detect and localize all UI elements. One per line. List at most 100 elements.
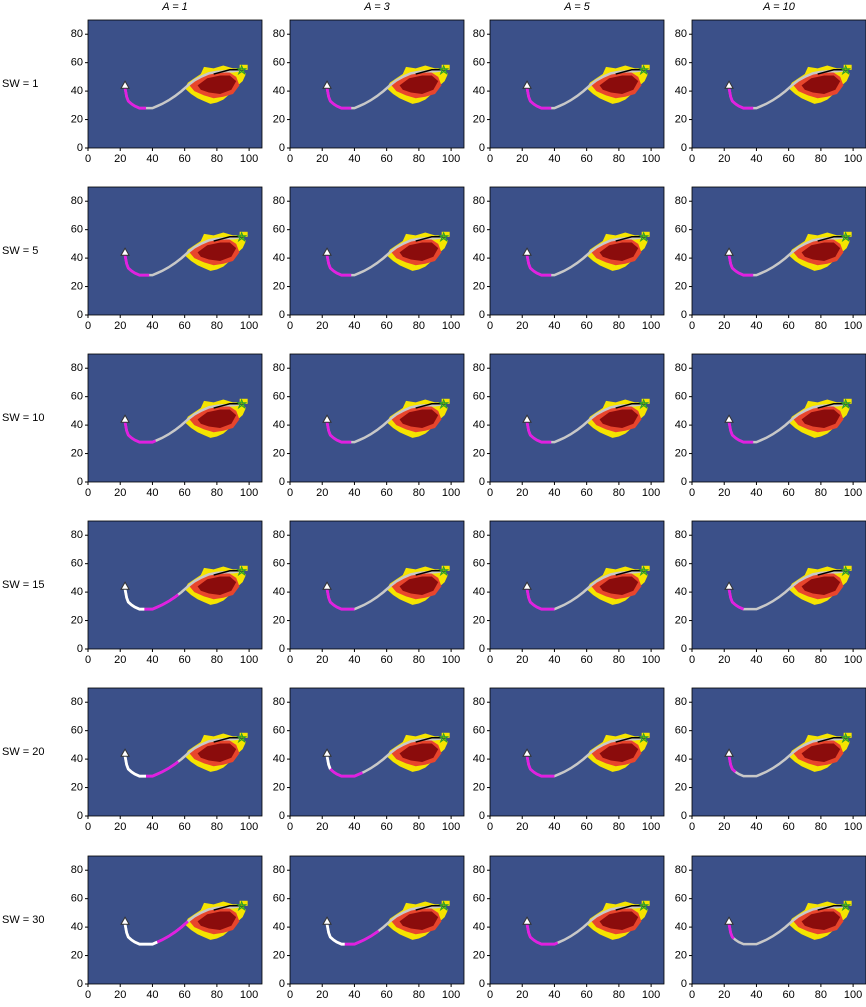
row-title: SW = 5 xyxy=(2,245,38,257)
x-tick-label: 60 xyxy=(783,153,795,165)
x-tick-label: 20 xyxy=(316,989,328,1001)
goal-icon xyxy=(843,565,852,571)
star-icon xyxy=(236,732,248,744)
y-tick-label: 80 xyxy=(71,696,83,708)
x-tick-label: 20 xyxy=(114,654,126,666)
panel-frame xyxy=(691,687,866,817)
x-tick-label: 20 xyxy=(316,320,328,332)
star-icon xyxy=(638,64,650,76)
goal-icon xyxy=(239,565,248,571)
x-tick-label: 40 xyxy=(548,989,560,1001)
y-tick-label: 40 xyxy=(71,419,83,431)
y-tick-label: 20 xyxy=(71,280,83,292)
x-tick-label: 100 xyxy=(844,821,862,833)
fire-area xyxy=(599,576,639,595)
y-tick-label: 0 xyxy=(279,142,285,154)
x-tick-label: 60 xyxy=(179,320,191,332)
x-tick-label: 80 xyxy=(413,487,425,499)
panel: 0 20 40 60 80 100 0 20 40 60 80 xyxy=(273,520,465,666)
start-icon xyxy=(724,247,734,256)
x-tick-label: 100 xyxy=(442,989,460,1001)
goal-icon xyxy=(641,64,650,70)
y-tick-label: 20 xyxy=(675,280,687,292)
y-tick-label: 0 xyxy=(279,810,285,822)
y-tick-label: 80 xyxy=(675,28,687,40)
panel: 0 20 40 60 80 100 0 20 40 60 80 xyxy=(473,855,665,1001)
y-tick-label: 40 xyxy=(675,586,687,598)
y-tick-label: 20 xyxy=(273,781,285,793)
star-icon xyxy=(236,398,248,410)
y-tick-label: 0 xyxy=(479,810,485,822)
x-tick-label: 40 xyxy=(548,153,560,165)
y-tick-label: 40 xyxy=(273,419,285,431)
x-tick-label: 40 xyxy=(750,989,762,1001)
x-tick-label: 100 xyxy=(442,821,460,833)
magenta-segment xyxy=(525,589,555,611)
x-tick-label: 40 xyxy=(548,487,560,499)
goal-icon xyxy=(441,565,450,571)
y-tick-label: 60 xyxy=(71,57,83,69)
x-tick-label: 20 xyxy=(316,153,328,165)
x-tick-label: 0 xyxy=(689,654,695,666)
y-tick-label: 20 xyxy=(273,447,285,459)
x-tick-label: 60 xyxy=(381,989,393,1001)
x-tick-label: 0 xyxy=(85,989,91,1001)
star-icon xyxy=(438,732,450,744)
y-tick-label: 20 xyxy=(473,781,485,793)
y-tick-label: 80 xyxy=(675,362,687,374)
panel-frame xyxy=(691,520,866,650)
column-title: A = 1 xyxy=(161,1,188,13)
start-icon xyxy=(522,916,532,925)
x-tick-label: 40 xyxy=(146,821,158,833)
x-tick-label: 80 xyxy=(211,153,223,165)
panel: 0 20 40 60 80 100 0 20 40 60 80 xyxy=(675,186,866,332)
y-tick-label: 60 xyxy=(675,224,687,236)
x-tick-label: 100 xyxy=(240,821,258,833)
panel: 0 20 40 60 80 100 0 20 40 60 80 xyxy=(473,687,665,833)
x-tick-label: 20 xyxy=(718,320,730,332)
x-tick-label: 80 xyxy=(613,320,625,332)
y-tick-label: 0 xyxy=(479,476,485,488)
magenta-segment xyxy=(123,422,157,444)
x-tick-label: 80 xyxy=(613,153,625,165)
y-tick-label: 80 xyxy=(675,864,687,876)
column-title: A = 3 xyxy=(363,1,390,13)
column-title: A = 5 xyxy=(563,1,590,13)
panel: 0 20 40 60 80 100 0 20 40 60 80 xyxy=(675,855,866,1001)
y-tick-label: 80 xyxy=(273,195,285,207)
x-tick-label: 80 xyxy=(211,989,223,1001)
y-tick-label: 60 xyxy=(273,558,285,570)
x-tick-label: 0 xyxy=(487,153,493,165)
y-tick-label: 0 xyxy=(279,476,285,488)
y-tick-label: 20 xyxy=(473,280,485,292)
star-icon xyxy=(236,900,248,912)
goal-icon xyxy=(641,732,650,738)
y-tick-label: 40 xyxy=(71,252,83,264)
star-icon xyxy=(840,565,852,577)
x-tick-label: 80 xyxy=(413,821,425,833)
start-icon xyxy=(522,748,532,757)
y-tick-label: 40 xyxy=(71,753,83,765)
y-tick-label: 80 xyxy=(273,362,285,374)
fire-area xyxy=(399,911,439,930)
y-tick-label: 80 xyxy=(675,195,687,207)
x-tick-label: 40 xyxy=(348,989,360,1001)
x-tick-label: 20 xyxy=(516,320,528,332)
y-tick-label: 60 xyxy=(473,391,485,403)
y-tick-label: 80 xyxy=(71,362,83,374)
y-tick-label: 80 xyxy=(71,529,83,541)
goal-icon xyxy=(239,398,248,404)
y-tick-label: 20 xyxy=(71,113,83,125)
x-tick-label: 0 xyxy=(689,821,695,833)
start-icon xyxy=(120,414,130,423)
y-tick-label: 80 xyxy=(473,195,485,207)
x-tick-label: 0 xyxy=(487,487,493,499)
magenta-segment xyxy=(325,422,352,444)
x-tick-label: 40 xyxy=(548,654,560,666)
x-tick-label: 80 xyxy=(815,821,827,833)
y-tick-label: 80 xyxy=(473,696,485,708)
x-tick-label: 40 xyxy=(750,487,762,499)
y-tick-label: 0 xyxy=(77,476,83,488)
x-tick-label: 60 xyxy=(381,821,393,833)
goal-icon xyxy=(641,231,650,237)
